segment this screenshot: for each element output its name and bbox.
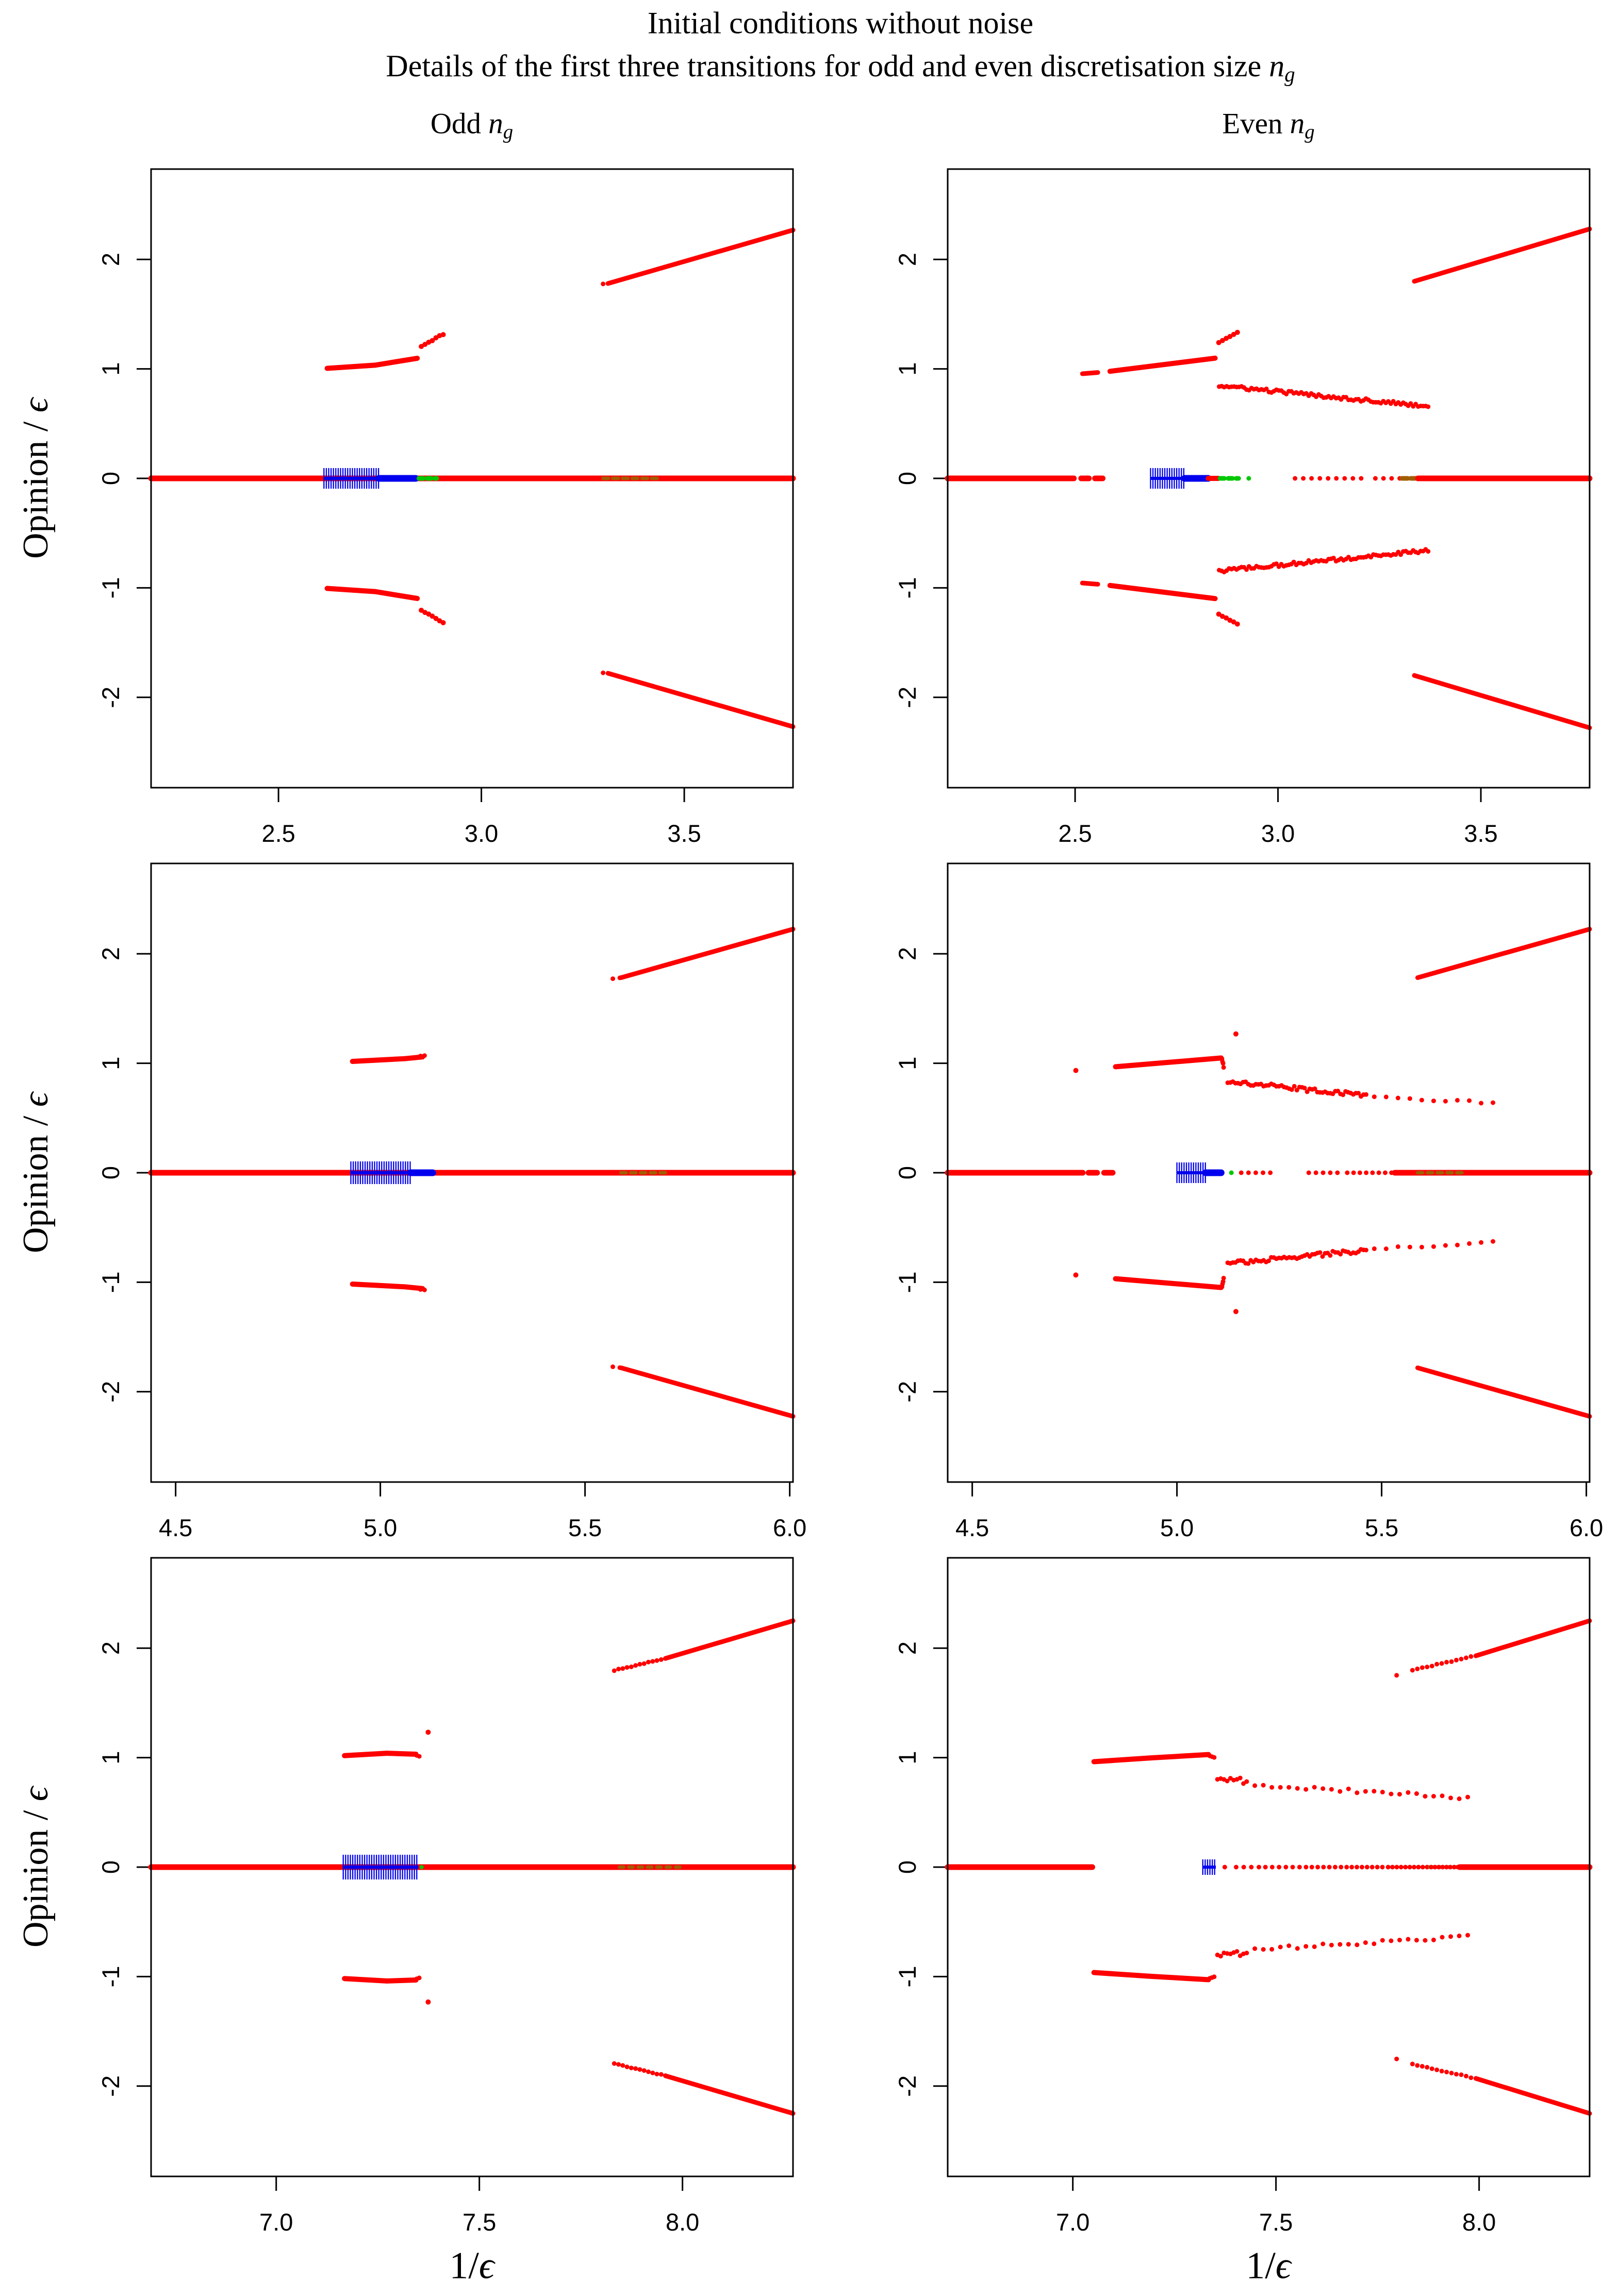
svg-text:3.5: 3.5 [1464, 820, 1497, 847]
plot-panel-even-transition-1: 2.5 3.0 3.5 -2 -1 0 1 2 [894, 168, 1593, 847]
column-header-even-text: Even [1222, 107, 1290, 140]
svg-text:2: 2 [97, 947, 124, 960]
svg-text:7.5: 7.5 [1259, 2208, 1293, 2236]
svg-text:-2: -2 [97, 687, 124, 708]
svg-text:-1: -1 [97, 1271, 124, 1293]
svg-text:1: 1 [894, 1057, 921, 1070]
svg-text:1: 1 [97, 1751, 124, 1765]
svg-text:2.5: 2.5 [1058, 820, 1092, 847]
plot-panel-even-transition-3: 7.0 7.5 8.0 -2 -1 0 1 2 [894, 1557, 1593, 2236]
svg-text:0: 0 [97, 1860, 124, 1874]
svg-text:4.5: 4.5 [159, 1514, 192, 1541]
ng-subscript: g [503, 121, 514, 143]
epsilon-symbol: ϵ [478, 2244, 494, 2287]
svg-text:3.0: 3.0 [1261, 820, 1295, 847]
svg-text:8.0: 8.0 [1462, 2208, 1496, 2236]
svg-text:-1: -1 [894, 1966, 921, 1987]
svg-text:2.5: 2.5 [261, 820, 295, 847]
column-header-odd-text: Odd [430, 107, 489, 140]
svg-text:2: 2 [97, 1641, 124, 1655]
svg-text:1: 1 [97, 362, 124, 376]
svg-text:3.0: 3.0 [465, 820, 498, 847]
svg-text:-2: -2 [894, 687, 921, 708]
svg-text:1: 1 [894, 1751, 921, 1765]
svg-text:1: 1 [894, 362, 921, 376]
svg-text:7.0: 7.0 [259, 2208, 293, 2236]
ng-symbol: n [1290, 107, 1305, 140]
svg-text:0: 0 [894, 1166, 921, 1179]
svg-text:-1: -1 [894, 577, 921, 598]
x-axis-label-even: 1/ϵ [1246, 2244, 1291, 2288]
svg-text:-2: -2 [894, 1381, 921, 1403]
figure-subtitle-text: Details of the first three transitions f… [386, 48, 1269, 83]
svg-text:0: 0 [894, 472, 921, 485]
svg-text:5.5: 5.5 [568, 1514, 602, 1541]
svg-text:4.5: 4.5 [955, 1514, 989, 1541]
svg-text:2: 2 [894, 1641, 921, 1655]
svg-text:5.0: 5.0 [364, 1514, 397, 1541]
svg-text:7.5: 7.5 [462, 2208, 496, 2236]
svg-text:-1: -1 [97, 577, 124, 598]
svg-text:7.0: 7.0 [1056, 2208, 1089, 2236]
x-axis-label-text: 1/ [449, 2244, 479, 2287]
column-header-odd: Odd ng [431, 107, 513, 144]
epsilon-symbol: ϵ [1275, 2244, 1291, 2287]
x-axis-label-text: 1/ [1246, 2244, 1276, 2287]
ng-symbol: n [488, 107, 503, 140]
svg-text:2: 2 [894, 947, 921, 960]
svg-text:-2: -2 [97, 2075, 124, 2097]
svg-text:8.0: 8.0 [666, 2208, 699, 2236]
ng-symbol: n [1269, 48, 1285, 83]
x-axis-label-odd: 1/ϵ [449, 2244, 494, 2288]
svg-text:0: 0 [894, 1860, 921, 1874]
svg-text:-1: -1 [97, 1966, 124, 1987]
plot-panel-odd-transition-2: 4.5 5.0 5.5 6.0 -2 -1 0 1 2 [97, 862, 806, 1541]
figure-title: Initial conditions without noise [647, 6, 1034, 40]
svg-text:6.0: 6.0 [773, 1514, 806, 1541]
ng-subscript: g [1284, 63, 1295, 87]
plot-panel-even-transition-2: 4.5 5.0 5.5 6.0 -2 -1 0 1 2 [894, 862, 1603, 1541]
svg-text:-2: -2 [97, 1381, 124, 1403]
svg-text:0: 0 [97, 1166, 124, 1179]
svg-text:6.0: 6.0 [1570, 1514, 1603, 1541]
svg-text:5.5: 5.5 [1365, 1514, 1398, 1541]
svg-text:3.5: 3.5 [667, 820, 701, 847]
plot-panel-odd-transition-3: 7.0 7.5 8.0 -2 -1 0 1 2 [97, 1557, 796, 2236]
svg-text:1: 1 [97, 1057, 124, 1070]
svg-text:0: 0 [97, 472, 124, 485]
svg-text:-1: -1 [894, 1271, 921, 1293]
figure-subtitle: Details of the first three transitions f… [386, 48, 1295, 87]
column-header-even: Even ng [1222, 107, 1314, 144]
ng-subscript: g [1304, 121, 1315, 143]
svg-text:2: 2 [97, 253, 124, 266]
svg-text:-2: -2 [894, 2075, 921, 2097]
svg-text:5.0: 5.0 [1160, 1514, 1194, 1541]
svg-text:2: 2 [894, 253, 921, 266]
plot-panel-odd-transition-1: 2.5 3.0 3.5 -2 -1 0 1 2 [97, 168, 796, 847]
